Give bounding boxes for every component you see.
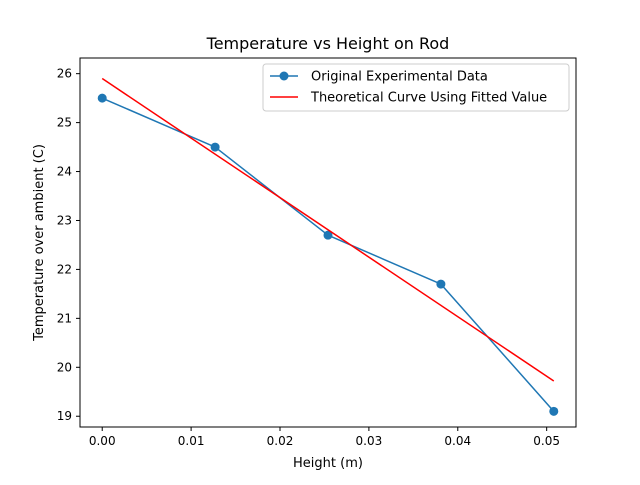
x-tick-label: 0.01: [178, 434, 205, 448]
x-tick-label: 0.05: [533, 434, 560, 448]
legend: Original Experimental Data Theoretical Cu…: [262, 63, 570, 112]
chart-title: Temperature vs Height on Rod: [206, 34, 450, 53]
plot-frame: [79, 57, 577, 428]
data-point: [436, 279, 446, 289]
series-layer: [97, 77, 559, 416]
legend-label-1: Original Experimental Data: [311, 70, 488, 85]
x-axis: 0.00 0.01 0.02 0.03 0.04 0.05: [89, 427, 560, 448]
legend-label-2: Theoretical Curve Using Fitted Value: [310, 91, 547, 106]
y-tick-label: 22: [57, 262, 72, 276]
y-tick-label: 20: [57, 360, 72, 374]
x-tick-label: 0.04: [444, 434, 471, 448]
x-tick-label: 0.03: [356, 434, 383, 448]
y-tick-label: 23: [57, 213, 72, 227]
x-tick-label: 0.02: [267, 434, 294, 448]
data-point: [549, 406, 559, 416]
y-tick-label: 21: [57, 311, 72, 325]
y-axis: 19 20 21 22 23 24 25 26: [57, 67, 80, 423]
data-point: [97, 93, 107, 103]
y-tick-label: 25: [57, 116, 72, 130]
legend-marker: [279, 71, 289, 81]
x-axis-label: Height (m): [293, 456, 363, 471]
data-point: [323, 230, 333, 240]
y-tick-label: 26: [57, 67, 72, 81]
legend-box: [262, 63, 570, 112]
y-tick-label: 24: [57, 165, 72, 179]
x-tick-label: 0.00: [89, 434, 116, 448]
series-line-2: [101, 77, 555, 382]
data-point: [210, 142, 220, 152]
y-axis-label: Temperature over ambient (C): [32, 144, 47, 342]
y-tick-label: 19: [57, 409, 72, 423]
